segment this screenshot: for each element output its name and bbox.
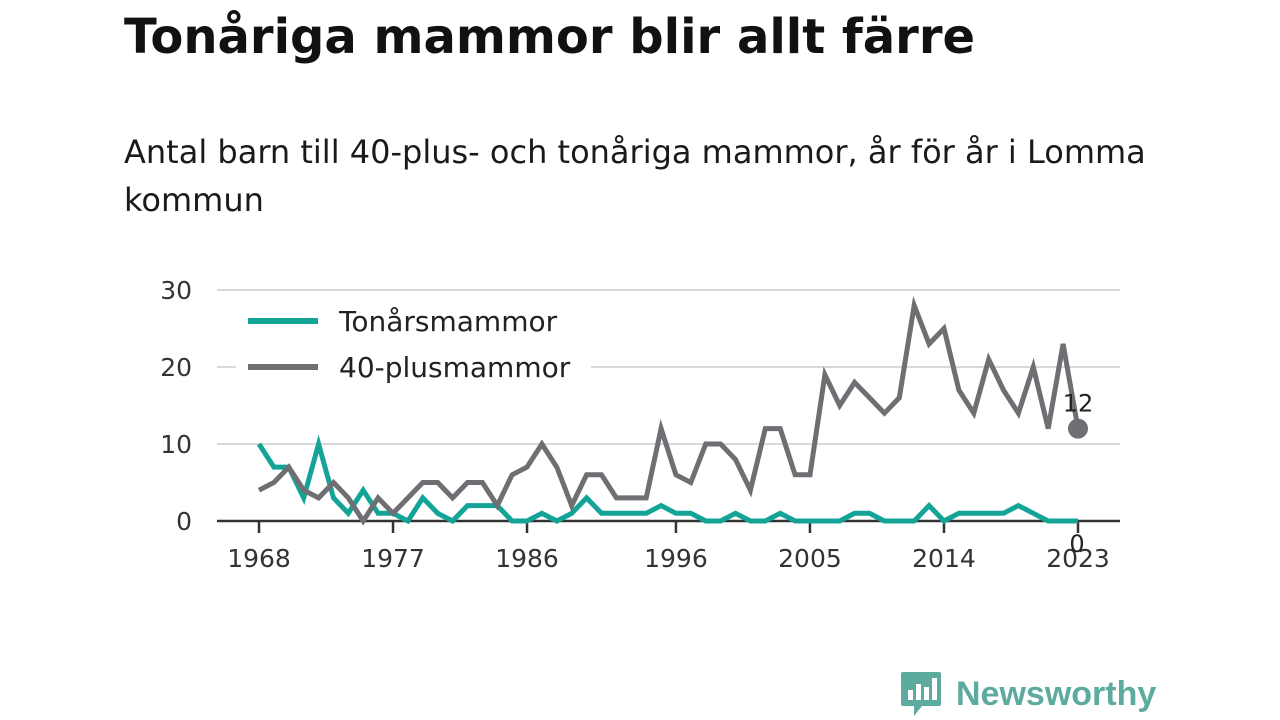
y-tick-label: 10 (160, 430, 192, 459)
legend: Tonårsmammor 40-plusmammor (236, 296, 591, 388)
y-axis: 0 10 20 30 (160, 276, 192, 536)
legend-label: Tonårsmammor (338, 305, 558, 338)
series-line-tonarsmammor (256, 434, 1078, 525)
series-end-label: 12 (1063, 390, 1094, 418)
series-line-40-plusmammor (257, 295, 1081, 526)
legend-label: 40-plusmammor (339, 351, 571, 384)
x-axis: 1968 1977 1986 1996 2005 2014 2023 (217, 519, 1120, 573)
brand-name: Newsworthy (956, 674, 1157, 713)
chart-subtitle: Antal barn till 40-plus- och tonåriga ma… (124, 133, 1146, 219)
y-tick-label: 30 (160, 276, 192, 305)
x-tick-label: 2005 (778, 544, 842, 573)
x-tick-label: 1977 (361, 544, 425, 573)
x-tick-label: 1996 (644, 544, 708, 573)
series-lines (256, 295, 1088, 526)
legend-background (236, 296, 591, 388)
chart-title: Tonåriga mammor blir allt färre (124, 9, 976, 65)
newsworthy-logo-icon (901, 672, 941, 716)
y-tick-label: 20 (160, 353, 192, 382)
x-tick-label: 1968 (227, 544, 291, 573)
x-tick-label: 1986 (495, 544, 559, 573)
series-end-marker (1068, 418, 1088, 439)
x-tick-label: 2023 (1046, 544, 1110, 573)
end-labels: 12 0 (1063, 390, 1094, 558)
brand-logo: Newsworthy (900, 668, 1156, 720)
y-tick-label: 0 (176, 507, 192, 536)
series-end-label: 0 (1069, 530, 1084, 558)
x-tick-label: 2014 (912, 544, 976, 573)
